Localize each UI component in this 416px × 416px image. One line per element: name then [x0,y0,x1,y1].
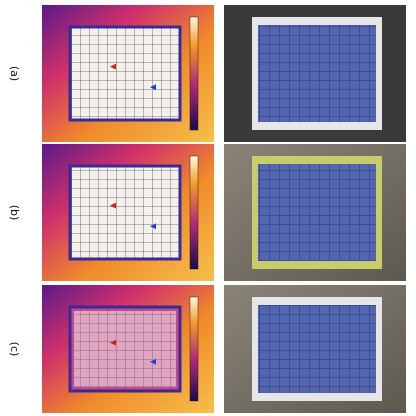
panel-label: (b) [8,205,21,221]
thermal-panel [68,164,182,261]
panel-label: (c) [8,342,21,357]
panel-row: (a) [8,5,406,142]
panel-row: (b) [8,144,406,281]
marker [110,202,116,209]
thermal-panel-grid [74,311,176,387]
panel-row: (c) [8,285,406,413]
thermal-panel [68,25,182,122]
colorbar [189,296,199,402]
marker [110,63,116,70]
marker [150,84,156,91]
photo-panel [258,25,376,122]
colorbar [189,155,199,270]
marker [150,358,156,365]
colorbar [189,16,199,131]
photo-panel [258,164,376,261]
marker [150,223,156,230]
marker [110,339,116,346]
panel-label: (a) [8,66,21,81]
photo-panel [258,305,376,393]
